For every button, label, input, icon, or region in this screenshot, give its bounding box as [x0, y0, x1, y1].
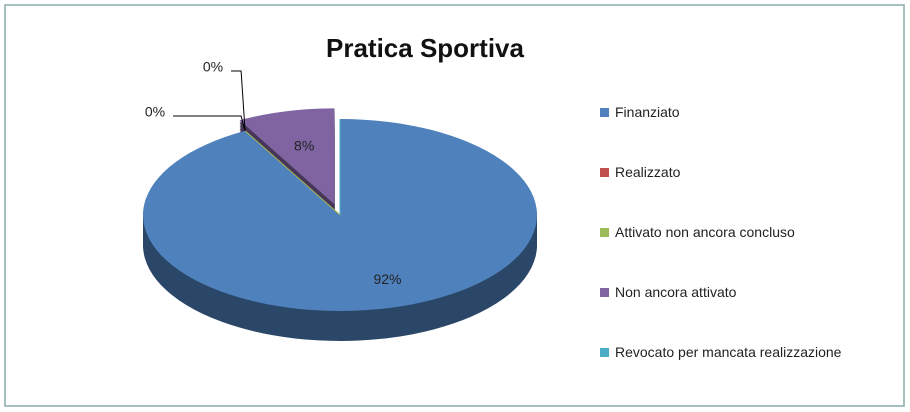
legend-swatch	[600, 288, 609, 297]
legend-item: Realizzato	[600, 164, 870, 224]
slice	[244, 130, 341, 216]
data-label: 0%	[203, 59, 223, 75]
data-label: 92%	[373, 271, 401, 287]
legend-label: Realizzato	[615, 164, 681, 180]
legend-swatch	[600, 348, 609, 357]
data-label: 8%	[294, 137, 314, 153]
legend-item: Non ancora attivato	[600, 284, 870, 344]
slice	[239, 108, 335, 205]
leader-line	[173, 115, 246, 132]
legend-item: Finanziato	[600, 104, 870, 164]
data-label: 0%	[145, 104, 165, 120]
legend-label: Non ancora attivato	[615, 284, 737, 300]
legend-swatch	[600, 108, 609, 117]
legend-label: Finanziato	[615, 104, 680, 120]
chart-title: Pratica Sportiva	[326, 33, 525, 63]
legend-swatch	[600, 228, 609, 237]
legend-label: Attivato non ancora concluso	[615, 224, 795, 240]
legend-item: Attivato non ancora concluso	[600, 224, 870, 284]
legend-swatch	[600, 168, 609, 177]
legend: Finanziato Realizzato Attivato non ancora …	[600, 104, 870, 404]
legend-label: Revocato per mancata realizzazione	[615, 344, 842, 360]
legend-item: Revocato per mancata realizzazione	[600, 344, 870, 404]
leader-line	[231, 70, 246, 131]
